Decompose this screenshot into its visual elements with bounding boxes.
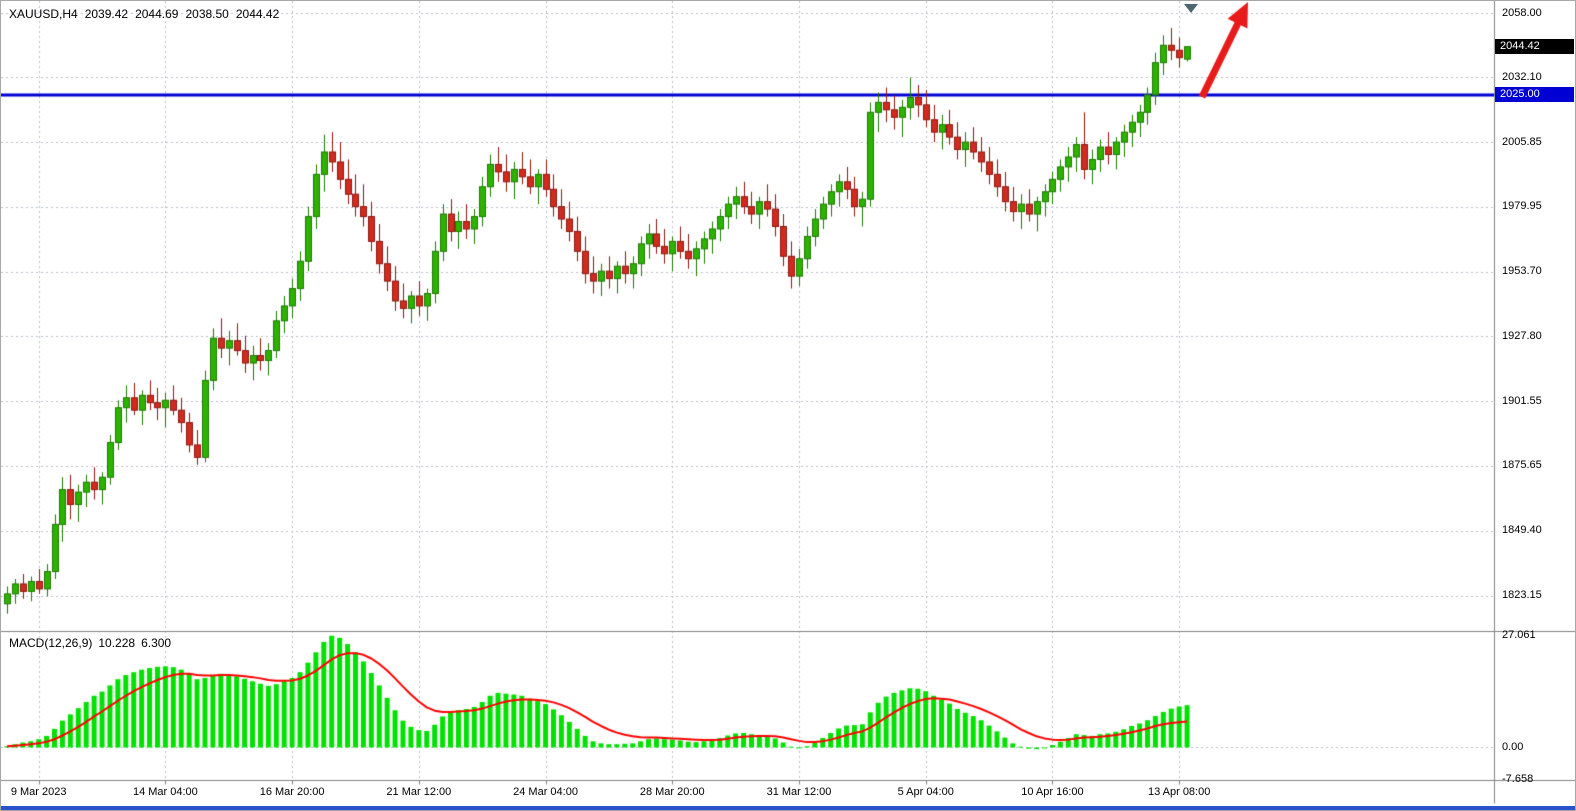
low-value: 2038.50 xyxy=(185,7,229,21)
price-axis-label: 1823.15 xyxy=(1502,589,1542,602)
price-axis-label: 1927.80 xyxy=(1502,329,1542,342)
macd-main-value: 10.228 xyxy=(98,636,136,650)
price-axis-label: 1849.40 xyxy=(1502,524,1542,537)
ohlc-header: XAUUSD,H4 2039.42 2044.69 2038.50 2044.42 xyxy=(9,7,286,21)
price-axis-label: 2058.00 xyxy=(1502,6,1542,19)
macd-axis-label: 27.061 xyxy=(1502,628,1536,641)
price-axis-label: 1979.95 xyxy=(1502,200,1542,213)
current-price-badge: 2044.42 xyxy=(1495,39,1574,55)
hline-price-badge[interactable]: 2025.00 xyxy=(1495,87,1574,103)
price-axis-label: 2032.10 xyxy=(1502,70,1542,83)
price-axis[interactable]: 2058.00 2032.10 2005.85 1979.95 1953.70 1927.… xyxy=(1496,1,1575,806)
close-value: 2044.42 xyxy=(235,7,280,21)
open-value: 2039.42 xyxy=(84,7,129,21)
macd-indicator-header: MACD(12,26,9) 10.228 6.300 xyxy=(9,636,177,650)
price-axis-label: 1953.70 xyxy=(1502,265,1542,278)
macd-signal-value: 6.300 xyxy=(141,636,172,650)
macd-axis-label: 0.00 xyxy=(1502,741,1524,753)
chart-shift-marker-icon[interactable] xyxy=(1184,4,1198,13)
window-edge-bar xyxy=(1,806,1575,810)
price-axis-label: 2005.85 xyxy=(1502,135,1542,148)
macd-axis-label: -7.658 xyxy=(1502,772,1534,785)
symbol-timeframe-label: XAUUSD,H4 xyxy=(9,7,78,21)
macd-indicator-label: MACD(12,26,9) xyxy=(9,636,93,650)
price-axis-label: 1875.65 xyxy=(1502,459,1542,472)
price-axis-label: 1901.55 xyxy=(1502,394,1542,407)
high-value: 2044.69 xyxy=(135,7,179,21)
